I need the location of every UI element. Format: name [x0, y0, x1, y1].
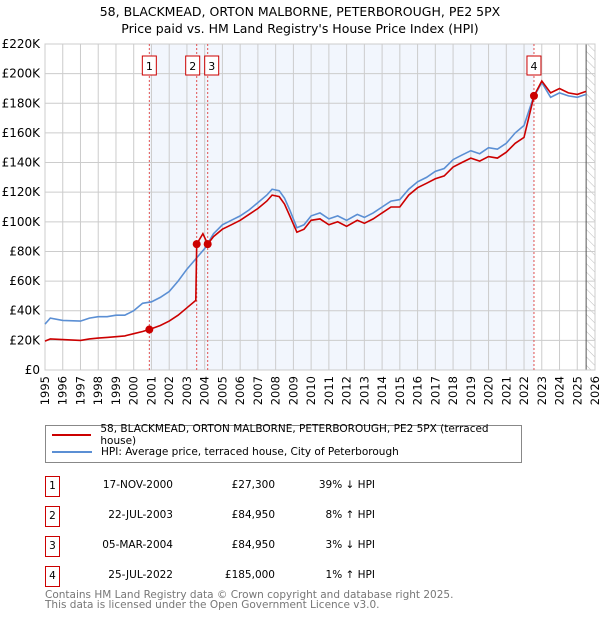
- sale-label-box: [526, 55, 542, 76]
- sale-hpi-diff: 8% ↑ HPI: [325, 509, 375, 521]
- y-tick-label: £160K: [2, 126, 42, 140]
- x-tick-label: 2024: [553, 376, 567, 405]
- x-tick-label: 2001: [144, 376, 158, 405]
- x-tick-label: 2003: [180, 376, 194, 405]
- sale-row: 3 05-MAR-2004 £84,950 3% ↓ HPI: [45, 536, 545, 557]
- sale-number: 4: [45, 566, 60, 587]
- hpi-line: [44, 80, 587, 325]
- sale-price: £27,300: [231, 479, 275, 491]
- y-tick-label: £60K: [9, 274, 41, 288]
- legend-blue-line: [52, 451, 92, 453]
- x-tick-label: 2006: [233, 376, 247, 405]
- x-tick-label: 2010: [304, 376, 318, 405]
- sale-label: 2: [189, 60, 196, 73]
- x-tick-label: 2013: [357, 376, 371, 405]
- x-tick-label: 1996: [56, 376, 70, 405]
- sale-row: 1 17-NOV-2000 £27,300 39% ↓ HPI: [45, 476, 545, 497]
- sale-label-box: [204, 55, 220, 76]
- x-tick-label: 1998: [91, 376, 105, 405]
- x-tick-label: 2018: [446, 376, 460, 405]
- x-tick-label: 2000: [127, 376, 141, 405]
- sale-date: 17-NOV-2000: [102, 479, 173, 491]
- sale-number: 1: [45, 476, 60, 497]
- legend-red-line: [52, 434, 92, 436]
- sale-price: £84,950: [231, 539, 275, 551]
- plot-border: [44, 43, 596, 371]
- footer-line1: Contains HM Land Registry data © Crown c…: [45, 589, 454, 601]
- sale-hpi-diff: 1% ↑ HPI: [325, 569, 375, 581]
- y-tick-label: £20K: [9, 333, 41, 347]
- x-tick-label: 2012: [340, 376, 354, 405]
- forecast-hatch: [586, 44, 595, 370]
- x-tick-label: 1997: [73, 376, 87, 405]
- sale-date: 22-JUL-2003: [108, 509, 173, 521]
- chart-title: 58, BLACKMEAD, ORTON MALBORNE, PETERBORO…: [99, 4, 501, 19]
- sale-point: [192, 240, 201, 249]
- x-tick-label: 2023: [535, 376, 549, 405]
- sale-price: £185,000: [224, 569, 275, 581]
- x-tick-label: 2007: [251, 376, 265, 405]
- x-tick-label: 2014: [375, 376, 389, 405]
- y-tick-label: £0: [25, 363, 40, 377]
- sale-row: 4 25-JUL-2022 £185,000 1% ↑ HPI: [45, 566, 545, 587]
- x-tick-label: 2022: [517, 376, 531, 405]
- sale-hpi-diff: 39% ↓ HPI: [318, 479, 375, 491]
- x-tick-label: 2011: [322, 376, 336, 405]
- y-tick-label: £80K: [9, 244, 41, 258]
- x-tick-label: 2026: [588, 376, 600, 405]
- x-tick-label: 2005: [215, 376, 229, 405]
- x-tick-label: 2009: [286, 376, 300, 405]
- y-tick-label: £180K: [2, 96, 42, 110]
- x-tick-label: 2020: [482, 376, 496, 405]
- legend-hpi-label: HPI: Average price, terraced house, City…: [101, 446, 399, 458]
- sale-point: [203, 240, 212, 249]
- sale-date: 05-MAR-2004: [102, 539, 173, 551]
- sale-hpi-diff: 3% ↓ HPI: [325, 539, 375, 551]
- x-tick-label: 2008: [269, 376, 283, 405]
- ownership-shading: [149, 44, 534, 370]
- y-tick-label: £100K: [2, 215, 42, 229]
- y-tick-label: £120K: [2, 185, 42, 199]
- plot-area: 1995 1996 1997 1998 1999 2000 2001 2002 2003 2004…: [2, 37, 600, 405]
- sale-label: 4: [530, 60, 537, 73]
- x-tick-label: 2015: [393, 376, 407, 405]
- x-tick-label: 2019: [464, 376, 478, 405]
- sale-point: [145, 325, 154, 334]
- x-tick-label: 2016: [411, 376, 425, 405]
- legend-property-label: 58, BLACKMEAD, ORTON MALBORNE, PETERBORO…: [100, 423, 489, 447]
- x-tick-label: 1995: [38, 376, 52, 405]
- sale-date: 25-JUL-2022: [108, 569, 173, 581]
- x-tick-label: 2025: [570, 376, 584, 405]
- footer-line2: This data is licensed under the Open Gov…: [45, 599, 380, 611]
- sale-number: 2: [45, 506, 60, 527]
- sale-point: [529, 91, 538, 100]
- sale-label: 1: [146, 60, 153, 73]
- sale-number: 3: [45, 536, 60, 557]
- sale-label-box: [141, 55, 157, 76]
- y-tick-label: £220K: [2, 37, 42, 51]
- sale-label-box: [185, 55, 201, 76]
- x-tick-label: 2004: [198, 376, 212, 405]
- x-tick-label: 2002: [162, 376, 176, 405]
- sale-row: 2 22-JUL-2003 £84,950 8% ↑ HPI: [45, 506, 545, 527]
- chart-subtitle: Price paid vs. HM Land Registry's House …: [121, 21, 479, 36]
- legend: 58, BLACKMEAD, ORTON MALBORNE, PETERBORO…: [45, 423, 522, 463]
- x-tick-label: 1999: [109, 376, 123, 405]
- x-tick-label: 2017: [428, 376, 442, 405]
- y-tick-label: £40K: [9, 304, 41, 318]
- sale-label: 3: [208, 60, 215, 73]
- sale-price: £84,950: [231, 509, 275, 521]
- x-tick-label: 2021: [499, 376, 513, 405]
- y-tick-label: £140K: [2, 156, 42, 170]
- y-tick-label: £200K: [2, 67, 42, 81]
